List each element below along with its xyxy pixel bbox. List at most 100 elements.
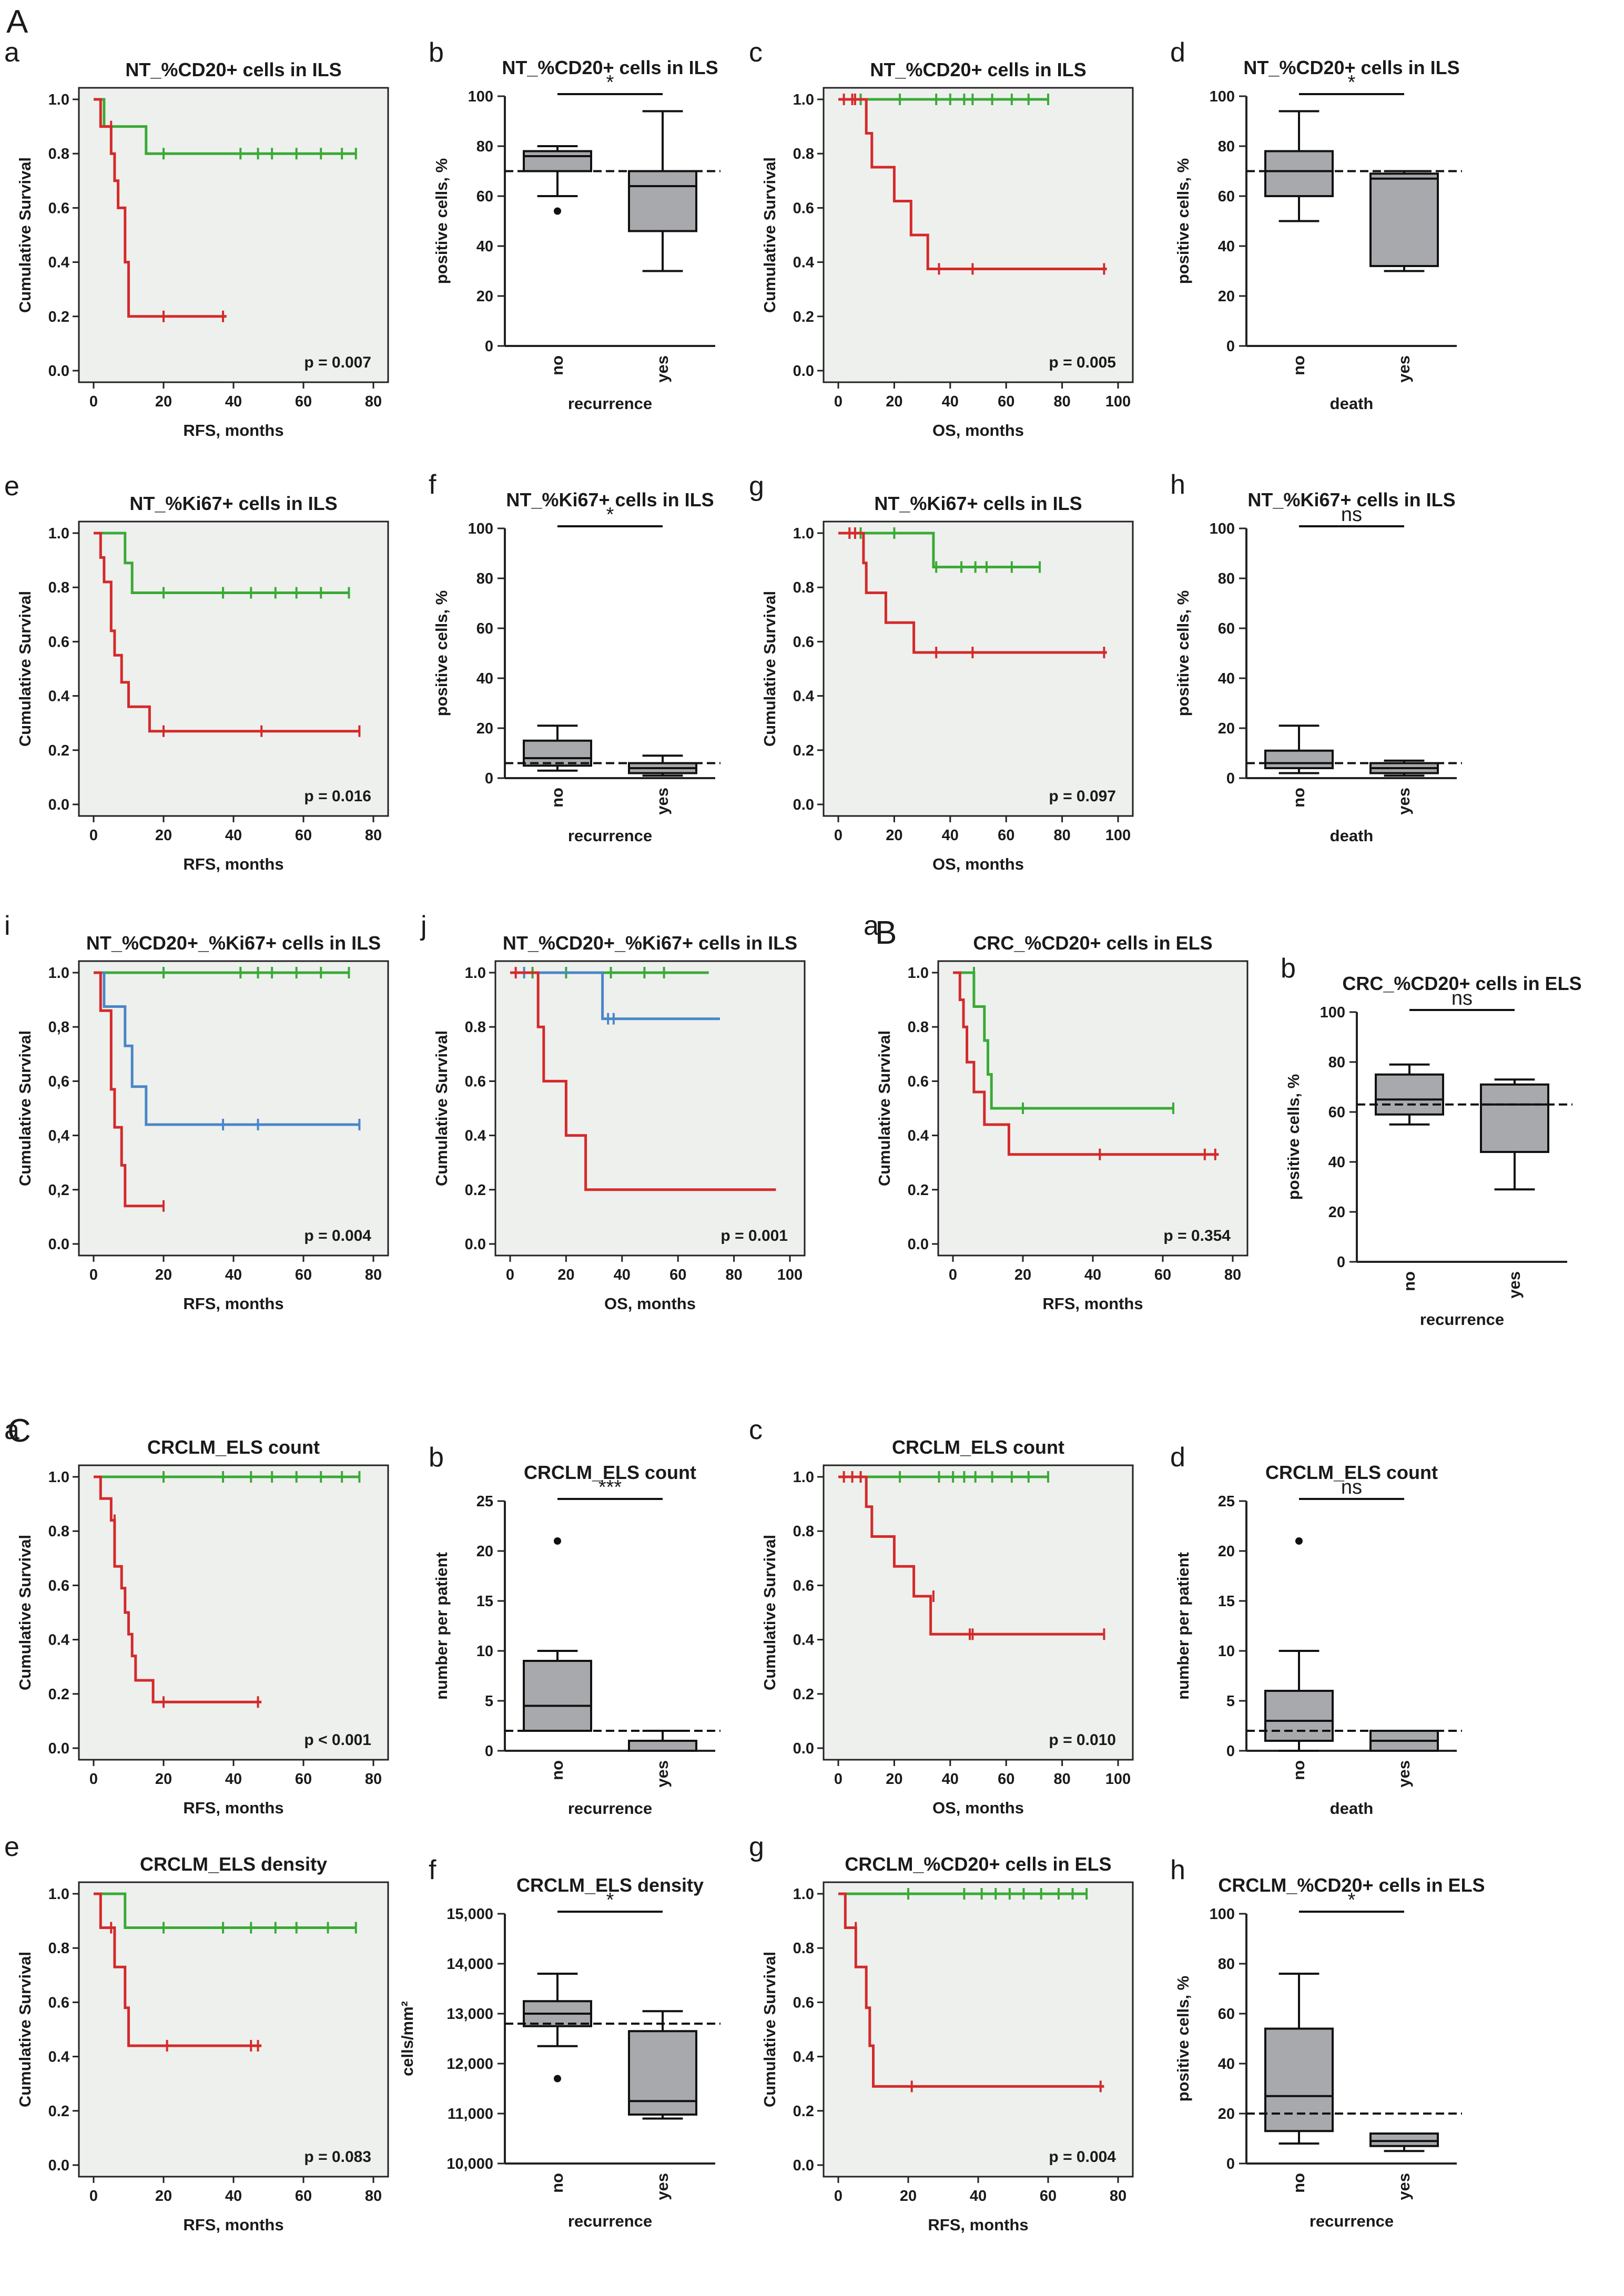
y-tick-label: 1.0 bbox=[793, 91, 814, 108]
significance-label: * bbox=[1348, 72, 1356, 94]
panel-letter: c bbox=[749, 37, 763, 68]
x-tick-label: 80 bbox=[365, 393, 382, 410]
y-tick-label: 0.8 bbox=[48, 1523, 69, 1540]
panel-c-b: b CRCLM_ELS count 0 5 10 15 20 25 number per pat… bbox=[429, 1442, 720, 1818]
y-tick-label: 10,000 bbox=[446, 2156, 493, 2172]
y-axis-label: Cumulative Survival bbox=[760, 157, 779, 313]
survival-curve-2 bbox=[94, 532, 360, 733]
panel-b-b: b CRC_%CD20+ cells in ELS 0 20 40 60 80 100 posi… bbox=[1281, 953, 1582, 1329]
y-tick-label: 60 bbox=[1218, 620, 1235, 637]
chart-title: CRC_%CD20+ cells in ELS bbox=[1342, 973, 1581, 994]
y-tick-label: 0.0 bbox=[48, 363, 69, 380]
panel-a-d: d NT_%CD20+ cells in ILS 0 20 40 60 80 100 posit… bbox=[1170, 37, 1462, 413]
y-axis-label: positive cells, % bbox=[1174, 1976, 1192, 2102]
box-no bbox=[1264, 2027, 1334, 2132]
x-tick-label: 80 bbox=[1053, 827, 1070, 844]
y-tick-label: 0.8 bbox=[793, 146, 814, 162]
plot-area bbox=[78, 521, 389, 817]
survival-curve-2 bbox=[94, 971, 360, 1126]
x-tick-label: 0 bbox=[89, 1267, 98, 1283]
y-tick-label: 0.6 bbox=[48, 200, 69, 217]
chart-title: NT_%Ki67+ cells in ILS bbox=[129, 493, 337, 514]
survival-curve-3 bbox=[94, 971, 164, 1208]
y-tick-label: 80 bbox=[1328, 1054, 1345, 1071]
y-tick-label: 0.0 bbox=[48, 797, 69, 813]
x-axis-label: recurrence bbox=[1420, 1310, 1504, 1329]
y-tick-label: 60 bbox=[1218, 188, 1235, 205]
section-label-a: A bbox=[6, 4, 28, 40]
y-tick-label: 0.2 bbox=[908, 1182, 929, 1199]
y-tick-label: 15 bbox=[1218, 1593, 1235, 1610]
survival-curve-2 bbox=[94, 1475, 262, 1703]
y-axis-label: Cumulative Survival bbox=[16, 1030, 34, 1186]
chart-title: NT_%Ki67+ cells in ILS bbox=[506, 489, 714, 511]
x-axis-label: recurrence bbox=[568, 826, 652, 845]
y-tick-label: 0,6 bbox=[48, 1073, 69, 1090]
x-tick-label: 60 bbox=[998, 393, 1014, 410]
x-tick-label: 60 bbox=[295, 2188, 312, 2205]
y-tick-label: 0,2 bbox=[48, 1182, 69, 1199]
y-tick-label: 0.4 bbox=[48, 254, 69, 271]
y-tick-label: 20 bbox=[476, 720, 493, 737]
plot-area bbox=[494, 960, 806, 1257]
y-tick-label: 12,000 bbox=[446, 2056, 493, 2073]
x-tick-label: 80 bbox=[365, 1267, 382, 1283]
panel-c-e: e CRCLM_ELS density 0.0 0.2 0.4 0.6 0.8 1.0 0 20 4… bbox=[4, 1832, 389, 2234]
x-tick-label: yes bbox=[1395, 788, 1413, 815]
y-tick-label: 0.0 bbox=[48, 2157, 69, 2174]
y-tick-label: 20 bbox=[1218, 1543, 1235, 1560]
chart-title: CRC_%CD20+ cells in ELS bbox=[973, 932, 1212, 954]
y-tick-label: 10 bbox=[1218, 1643, 1235, 1660]
x-axis-label: recurrence bbox=[1310, 2212, 1394, 2230]
y-tick-label: 0.4 bbox=[908, 1128, 929, 1145]
x-tick-label: yes bbox=[1395, 2173, 1413, 2200]
x-tick-label: 100 bbox=[1105, 1771, 1131, 1788]
section-label-b: B bbox=[875, 915, 897, 951]
x-tick-label: 20 bbox=[155, 1267, 172, 1283]
panel-letter: a bbox=[4, 1415, 19, 1445]
significance-label: * bbox=[606, 72, 614, 94]
y-tick-label: 0.4 bbox=[48, 1632, 69, 1649]
y-tick-label: 0 bbox=[1226, 1743, 1235, 1760]
chart-title: NT_%CD20+_%Ki67+ cells in ILS bbox=[503, 932, 797, 954]
survival-curve-2 bbox=[94, 1892, 262, 2047]
y-tick-label: 0.8 bbox=[908, 1019, 929, 1036]
panel-letter: a bbox=[864, 911, 879, 941]
y-tick-label: 15,000 bbox=[446, 1906, 493, 1923]
x-tick-label: yes bbox=[1395, 355, 1413, 383]
panel-a-e: e NT_%Ki67+ cells in ILS 0.0 0.2 0.4 0.6 0.8 1.… bbox=[4, 471, 389, 873]
y-tick-label: 0.8 bbox=[48, 146, 69, 162]
x-tick-label: 0 bbox=[834, 827, 843, 844]
y-tick-label: 0.8 bbox=[48, 1940, 69, 1957]
panel-a-g: g NT_%Ki67+ cells in ILS 0.0 0.2 0.4 0.6 0.8 1.… bbox=[749, 471, 1134, 873]
survival-curve-2 bbox=[838, 98, 1107, 270]
x-axis-label: OS, months bbox=[932, 1799, 1024, 1817]
p-value: p = 0.016 bbox=[304, 788, 371, 805]
box-no bbox=[1264, 749, 1334, 769]
x-tick-label: 60 bbox=[295, 1267, 312, 1283]
x-tick-label: 20 bbox=[1014, 1267, 1031, 1283]
x-tick-label: 20 bbox=[155, 2188, 172, 2205]
plot-area bbox=[823, 1464, 1134, 1761]
y-tick-label: 0.2 bbox=[793, 2103, 814, 2120]
panel-letter: b bbox=[1281, 953, 1296, 984]
survival-curve-2 bbox=[953, 971, 1219, 1156]
y-tick-label: 1.0 bbox=[793, 525, 814, 542]
significance-label: ns bbox=[1341, 1476, 1362, 1498]
panel-b-a: a CRC_%CD20+ cells in ELS 0.0 0.2 0.4 0.6 0.8 1… bbox=[864, 911, 1249, 1313]
y-tick-label: 0.2 bbox=[48, 2103, 69, 2120]
y-tick-label: 0.6 bbox=[48, 1994, 69, 2011]
significance-label: *** bbox=[598, 1476, 622, 1498]
box-no bbox=[523, 1660, 592, 1732]
p-value: p = 0.354 bbox=[1163, 1227, 1231, 1244]
plot-area bbox=[823, 87, 1134, 383]
box-no bbox=[523, 739, 592, 767]
x-tick-label: 60 bbox=[295, 827, 312, 844]
y-tick-label: 0 bbox=[1226, 338, 1235, 355]
y-axis-label: number per patient bbox=[432, 1552, 451, 1700]
chart-title: NT_%CD20+ cells in ILS bbox=[870, 59, 1086, 80]
y-axis-label: cells/mm² bbox=[398, 2001, 417, 2076]
panel-c-c: c CRCLM_ELS count 0.0 0.2 0.4 0.6 0.8 1.0 0 20 40 6… bbox=[749, 1415, 1134, 1817]
box-yes bbox=[1480, 1083, 1549, 1153]
y-tick-label: 0.4 bbox=[465, 1128, 486, 1145]
